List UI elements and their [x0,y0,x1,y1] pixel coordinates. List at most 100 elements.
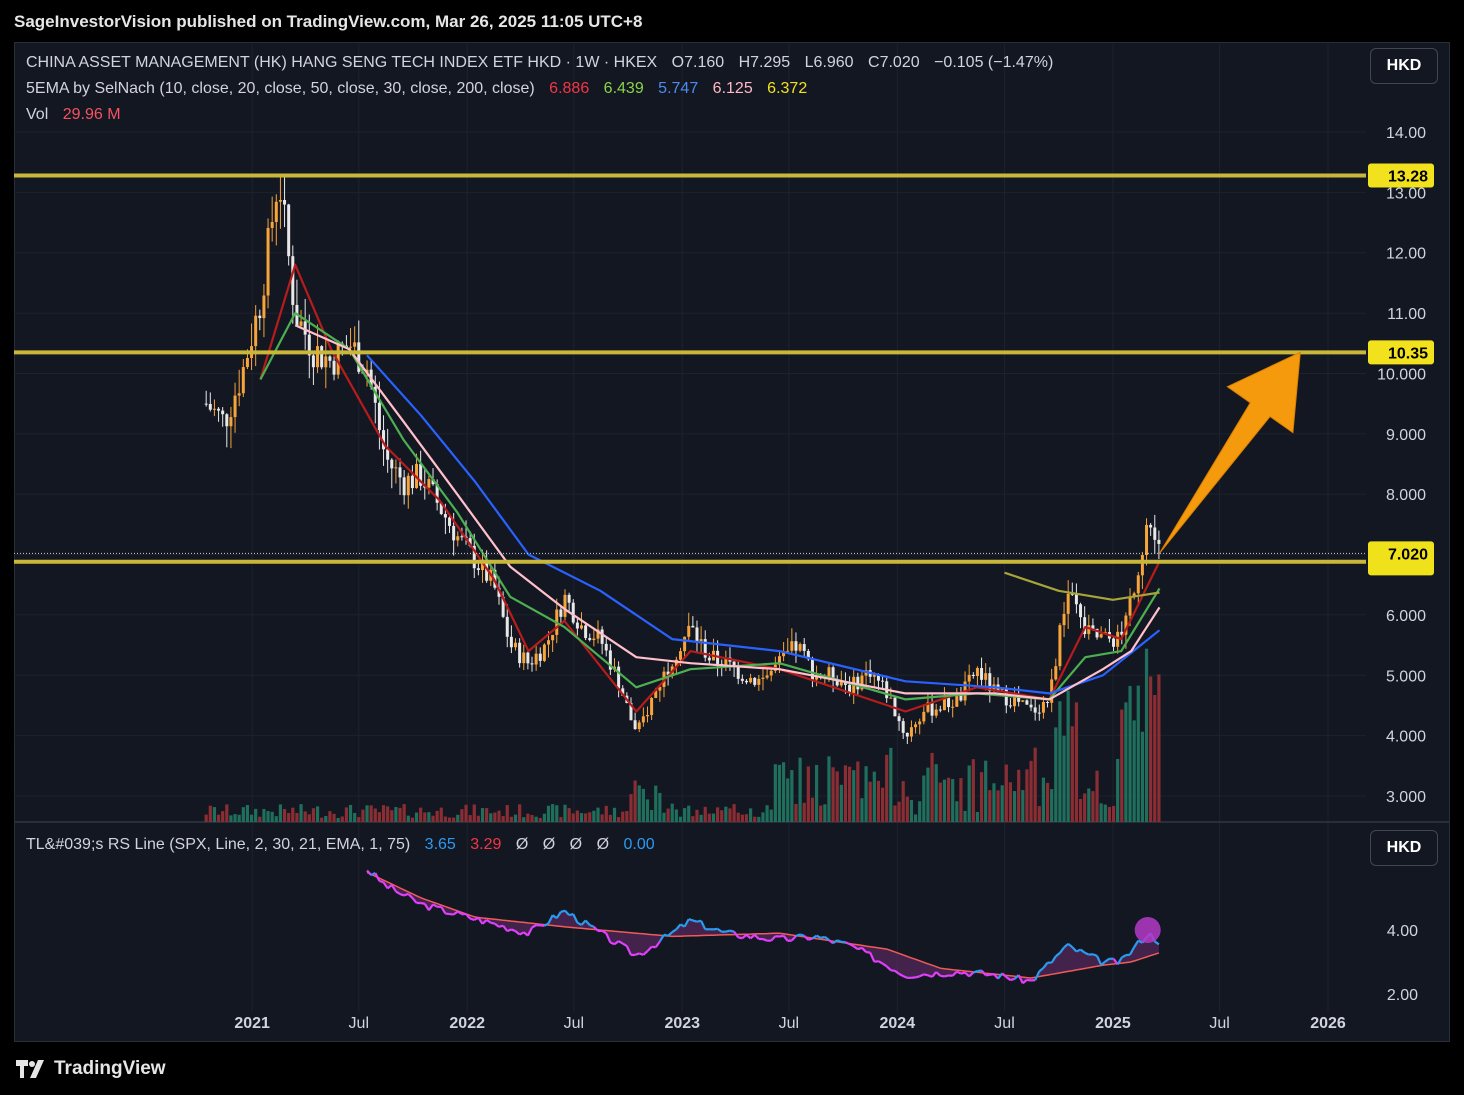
rs-line-segment [1104,957,1111,963]
rs-line-segment [1005,976,1012,981]
volume-bar [1017,769,1021,822]
rs-line-segment [555,911,562,919]
rs-line-segment [572,913,579,924]
candle-body [732,661,736,668]
volume-bar [501,816,505,822]
rs-line-segment [658,934,665,943]
volume-bar [806,766,810,822]
x-axis-tick-label: 2021 [234,1015,270,1032]
tradingview-brand[interactable]: TradingView [16,1058,166,1080]
candle-body [1021,700,1025,702]
volume-bar [386,806,390,822]
candle-body [559,609,563,617]
candle-body [798,644,802,651]
candle-body [394,467,398,469]
candle-body [905,732,909,737]
candle-body [967,674,971,682]
volume-bar [967,765,971,822]
volume-bar [678,816,683,822]
candle-body [390,459,394,469]
candle-body [431,479,435,485]
volume-bar [909,799,914,822]
volume-bar [852,770,856,822]
rs-line-segment [997,972,1004,980]
volume-bar [1033,747,1037,822]
candle-body [897,716,901,722]
rs-line-segment [881,962,888,968]
candle-body [843,681,847,685]
candle-body [975,668,979,677]
volume-bar [781,762,786,822]
candle-body [872,674,876,677]
candle-body [901,721,905,733]
rs-line-segment [622,942,628,948]
volume-bar [604,805,608,822]
rs-line-segment [849,943,855,948]
volume-bar [588,812,592,822]
tradingview-brand-label: TradingView [54,1058,166,1079]
candle-body [860,675,864,690]
volume-bar [1091,791,1095,822]
rs-line-segment [432,903,438,908]
rs-line-segment [638,952,644,956]
volume-bar [435,810,439,822]
rs-line-segment [613,940,620,946]
candle-body [419,463,423,486]
candle-body [674,659,678,667]
volume-bar [658,792,662,822]
rs-line-segment [519,931,525,936]
ema-line-ema10 [259,263,1161,713]
candle-body [398,467,402,478]
rs-line-segment [1121,954,1127,959]
candle-body [406,475,410,496]
volume-bar [744,814,749,822]
chart-frame[interactable] [14,42,1450,1042]
rs-y-axis-tick-label: 4.00 [1387,923,1418,940]
rs-line-segment [1116,956,1123,965]
candle-body [934,709,938,716]
rs-line-segment [593,925,599,932]
rs-line-segment [770,935,777,942]
y-axis-tick-label: 11.00 [1387,306,1426,323]
volume-bar [518,804,522,822]
volume-bar [513,814,518,822]
candle-body [736,667,740,679]
y-axis-tick-label: 8.000 [1386,487,1426,504]
candle-body [518,642,522,664]
rs-label: TL&#039;s RS Line (SPX, Line, 2, 30, 21,… [26,836,411,853]
volume-bar [406,815,410,822]
volume-bar [542,813,546,822]
candle-body [666,671,670,675]
volume-bar [819,805,823,822]
candle-body [621,688,625,696]
rs-value-3: Ø [515,836,529,853]
volume-bar [897,801,901,822]
candle-body [959,694,963,701]
rs-line-segment [816,934,822,939]
symbol-title: CHINA ASSET MANAGEMENT (HK) HANG SENG TE… [26,54,658,71]
volume-bar [452,817,456,822]
rs-line-segment [671,928,677,933]
volume-bar [847,766,852,822]
volume-bar [303,811,307,822]
volume-bar [270,811,274,822]
currency-button-rs[interactable]: HKD [1370,830,1438,866]
currency-button-main[interactable]: HKD [1370,48,1438,84]
candle-body [984,673,988,680]
ohlc-low: L6.960 [804,54,854,71]
volume-bar [262,808,266,822]
volume-bar [934,764,938,822]
volume-bar [1074,702,1079,822]
candle-body [782,651,786,657]
candle-body [922,711,926,722]
volume-bar [971,759,975,822]
rs-legend: TL&#039;s RS Line (SPX, Line, 2, 30, 21,… [26,836,655,854]
published-caption: SageInvestorVision published on TradingV… [14,12,643,31]
rs-line-segment [411,897,418,904]
candle-body [551,634,555,641]
volume-bar [1004,764,1008,822]
candle-body [881,680,885,682]
rs-line-segment [589,924,595,928]
rs-line-segment [1042,961,1049,969]
